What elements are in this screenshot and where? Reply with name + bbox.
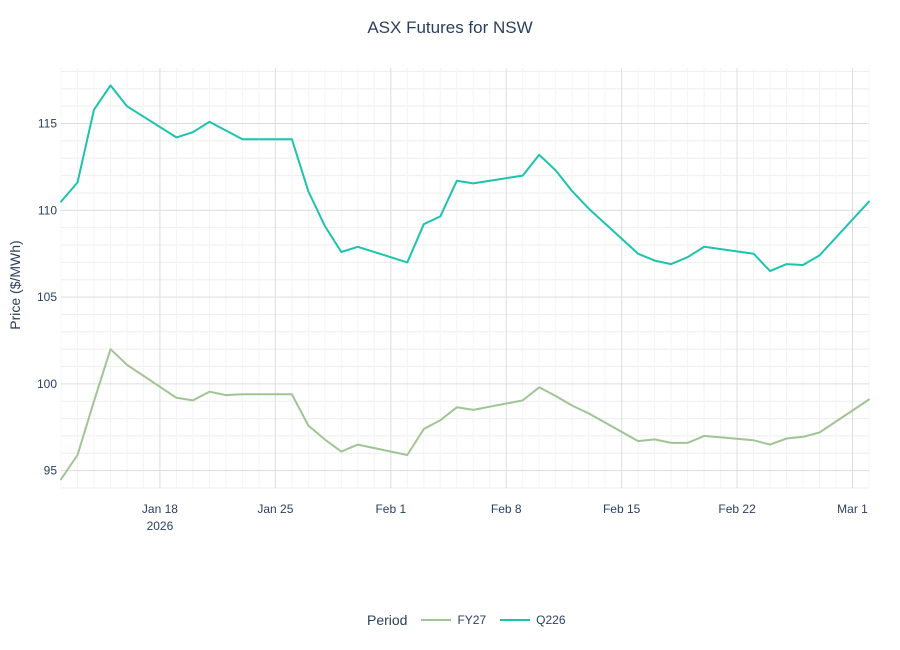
y-tick-label: 115 — [38, 117, 57, 131]
y-tick-label: 95 — [44, 464, 58, 478]
series-line-fy27[interactable] — [60, 348, 870, 481]
chart-title: ASX Futures for NSW — [367, 18, 533, 37]
x-tick-label: Mar 1 — [837, 502, 868, 516]
legend: Period FY27 Q226 — [367, 612, 580, 628]
y-axis-ticks: 95 100 105 110 115 — [37, 117, 57, 478]
legend-item-fy27[interactable]: FY27 — [421, 613, 486, 627]
x-tick-label: Feb 15 — [603, 502, 641, 516]
x-tick-label: Jan 25 — [257, 502, 293, 516]
y-tick-label: 105 — [37, 290, 57, 304]
legend-title: Period — [367, 612, 408, 628]
y-tick-label: 100 — [37, 377, 57, 391]
legend-swatch-fy27 — [421, 619, 452, 621]
legend-label-q226: Q226 — [536, 613, 566, 627]
series-line-q226[interactable] — [60, 84, 870, 273]
x-tick-label: Feb 1 — [375, 502, 406, 516]
minor-gridlines — [60, 68, 870, 489]
legend-label-fy27: FY27 — [457, 613, 487, 627]
major-gridlines — [61, 68, 869, 488]
legend-swatch-q226 — [500, 619, 531, 621]
x-tick-label: Jan 18 — [142, 502, 178, 516]
y-tick-label: 110 — [38, 203, 57, 217]
x-axis-ticks: Jan 18 2026 Jan 25 Feb 1 Feb 8 Feb 15 Feb 22 Ma… — [142, 502, 868, 533]
x-tick-sublabel: 2026 — [147, 519, 174, 533]
x-tick-label: Feb 8 — [491, 502, 522, 516]
x-tick-label: Feb 22 — [718, 502, 756, 516]
legend-item-q226[interactable]: Q226 — [500, 613, 566, 627]
series-lines — [60, 84, 870, 481]
